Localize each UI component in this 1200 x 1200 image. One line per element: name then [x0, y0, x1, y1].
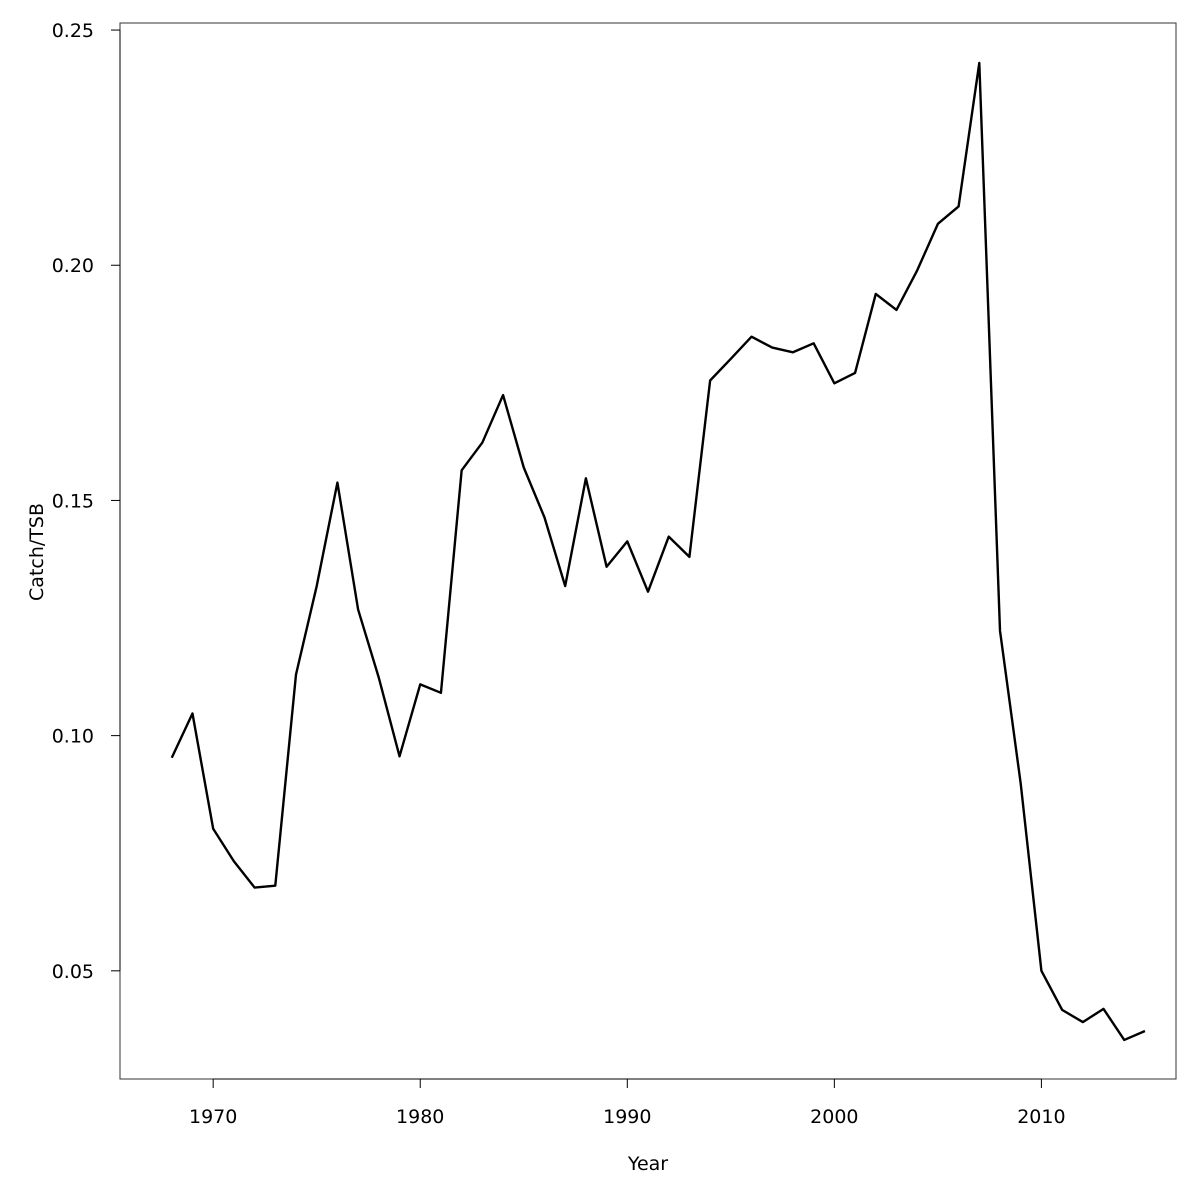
y-tick-label: 0.15	[52, 490, 94, 512]
series-layer	[170, 61, 1146, 1042]
plot-frame	[119, 22, 1177, 1080]
y-axis-title: Catch/TSB	[26, 503, 48, 601]
x-tick-label: 1990	[603, 1106, 651, 1128]
y-tick-label: 0.05	[52, 961, 94, 983]
x-tick-label: 1970	[189, 1106, 237, 1128]
x-tick-label: 2010	[1017, 1106, 1065, 1128]
series-line	[170, 61, 1146, 1042]
x-tick-label: 2000	[810, 1106, 858, 1128]
y-tick-label: 0.10	[52, 726, 94, 748]
y-axis: 0.05 0.10 0.15 0.20 0.25	[52, 20, 121, 983]
x-axis: 1970 1980 1990 2000 2010	[189, 1078, 1066, 1128]
y-tick-label: 0.20	[52, 255, 94, 277]
x-axis-title: Year	[627, 1153, 668, 1175]
x-tick-label: 1980	[396, 1106, 444, 1128]
y-tick-label: 0.25	[52, 20, 94, 42]
